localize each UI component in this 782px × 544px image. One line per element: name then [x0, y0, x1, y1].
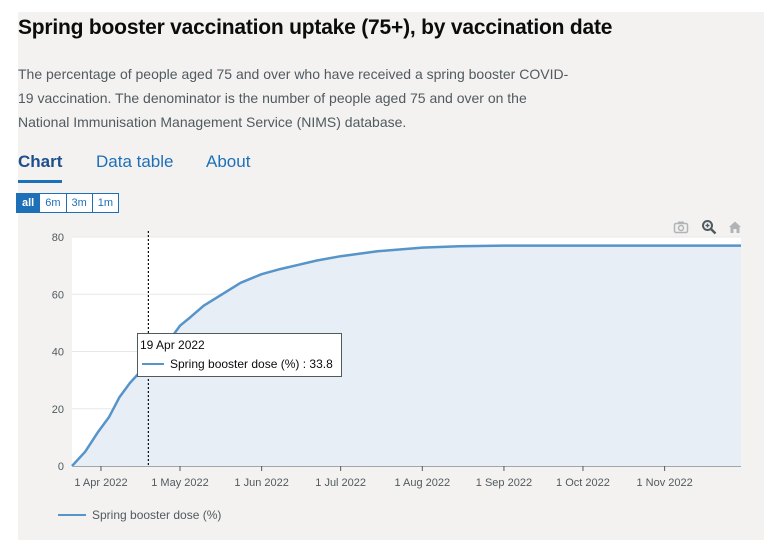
- home-icon[interactable]: [727, 219, 743, 235]
- tooltip-value-text: Spring booster dose (%) : 33.8: [170, 357, 333, 371]
- tooltip-swatch: [142, 363, 164, 365]
- x-tick-label: 1 Aug 2022: [394, 477, 450, 489]
- legend-swatch: [58, 514, 86, 516]
- range-all-button[interactable]: all: [16, 193, 41, 213]
- chart-modebar: [655, 219, 741, 237]
- range-1m-button[interactable]: 1m: [91, 193, 120, 213]
- x-tick-label: 1 Oct 2022: [556, 477, 610, 489]
- zoom-icon[interactable]: [701, 219, 717, 235]
- x-tick-label: 1 Jun 2022: [234, 477, 288, 489]
- y-tick-label: 80: [52, 232, 64, 244]
- tab-chart[interactable]: Chart: [18, 152, 63, 171]
- y-tick-label: 60: [52, 289, 64, 301]
- legend-label: Spring booster dose (%): [92, 508, 222, 522]
- x-tick-label: 1 Apr 2022: [74, 477, 127, 489]
- series-line: [71, 244, 741, 467]
- hover-tooltip: 19 Apr 2022 Spring booster dose (%) : 33…: [137, 333, 342, 377]
- tooltip-date: 19 Apr 2022: [140, 338, 205, 352]
- y-tick-label: 0: [58, 461, 64, 473]
- chart-description: The percentage of people aged 75 and ove…: [18, 66, 569, 130]
- series-area: [72, 245, 741, 466]
- x-tick-label: 1 May 2022: [151, 477, 208, 489]
- x-tick-label: 1 Nov 2022: [636, 477, 692, 489]
- chart-title: Spring booster vaccination uptake (75+),…: [18, 16, 613, 39]
- tab-about[interactable]: About: [206, 152, 251, 171]
- x-tick-label: 1 Jul 2022: [315, 477, 366, 489]
- x-tick-label: 1 Sep 2022: [476, 477, 532, 489]
- y-tick-label: 40: [52, 347, 64, 359]
- range-selector: all 6m 3m 1m: [16, 193, 120, 213]
- tooltip-series: Spring booster dose (%) : 33.8: [142, 357, 333, 371]
- camera-icon[interactable]: [673, 219, 689, 235]
- y-tick-label: 20: [52, 404, 64, 416]
- tab-data-table[interactable]: Data table: [96, 152, 174, 171]
- active-tab-underline: [18, 180, 62, 183]
- chart-legend[interactable]: Spring booster dose (%): [58, 508, 221, 522]
